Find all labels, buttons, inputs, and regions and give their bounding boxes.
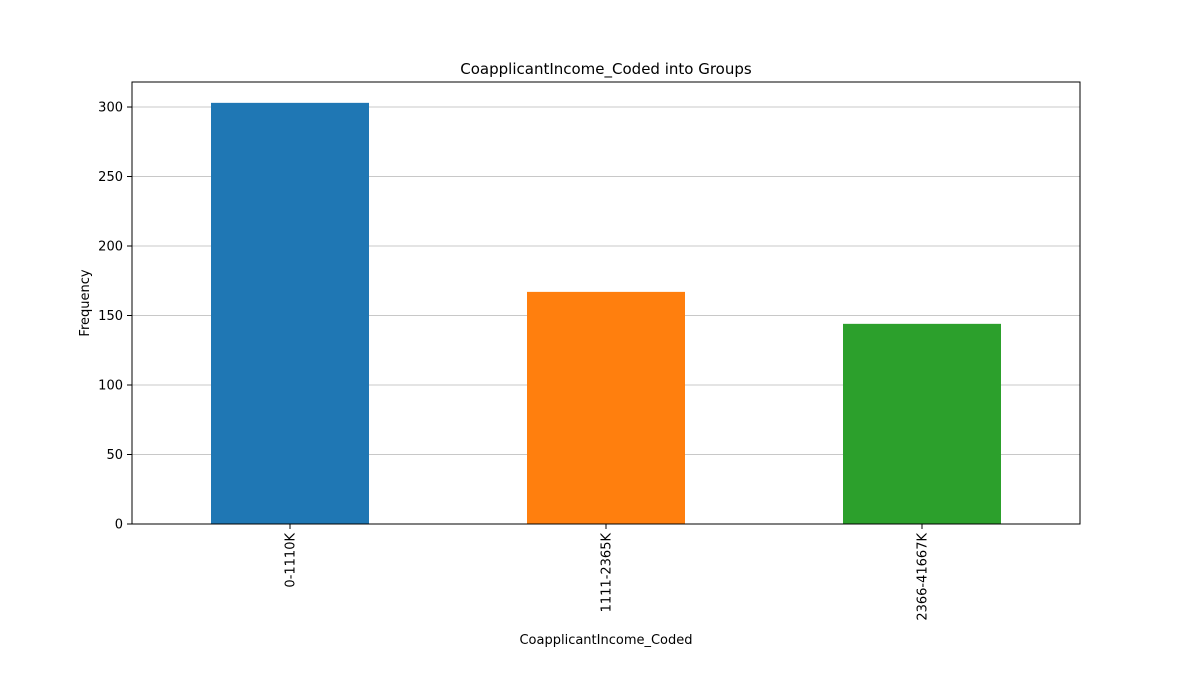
y-tick-label: 50 bbox=[106, 448, 123, 463]
x-axis-ticks: 0-1110K 1111-2365K 2366-41667K bbox=[284, 524, 931, 621]
bar-2366-41667K bbox=[843, 323, 1001, 524]
x-tick-label: 0-1110K bbox=[284, 533, 299, 588]
bar-1111-2365K bbox=[527, 291, 685, 524]
y-tick-label: 300 bbox=[98, 101, 123, 116]
y-tick-label: 250 bbox=[98, 170, 123, 185]
y-axis-ticks: 0 50 100 150 200 250 300 bbox=[98, 101, 132, 533]
y-axis-label: Frequency bbox=[78, 269, 93, 336]
x-axis-label: CoapplicantIncome_Coded bbox=[519, 633, 692, 648]
y-tick-label: 150 bbox=[98, 309, 123, 324]
bar-0-1110K bbox=[211, 102, 369, 524]
y-tick-label: 0 bbox=[115, 518, 123, 533]
x-tick-label: 2366-41667K bbox=[916, 533, 931, 621]
bars bbox=[211, 102, 1001, 524]
chart-title: CoapplicantIncome_Coded into Groups bbox=[460, 60, 752, 79]
y-tick-label: 200 bbox=[98, 240, 123, 255]
y-tick-label: 100 bbox=[98, 379, 123, 394]
x-tick-label: 1111-2365K bbox=[600, 533, 615, 613]
